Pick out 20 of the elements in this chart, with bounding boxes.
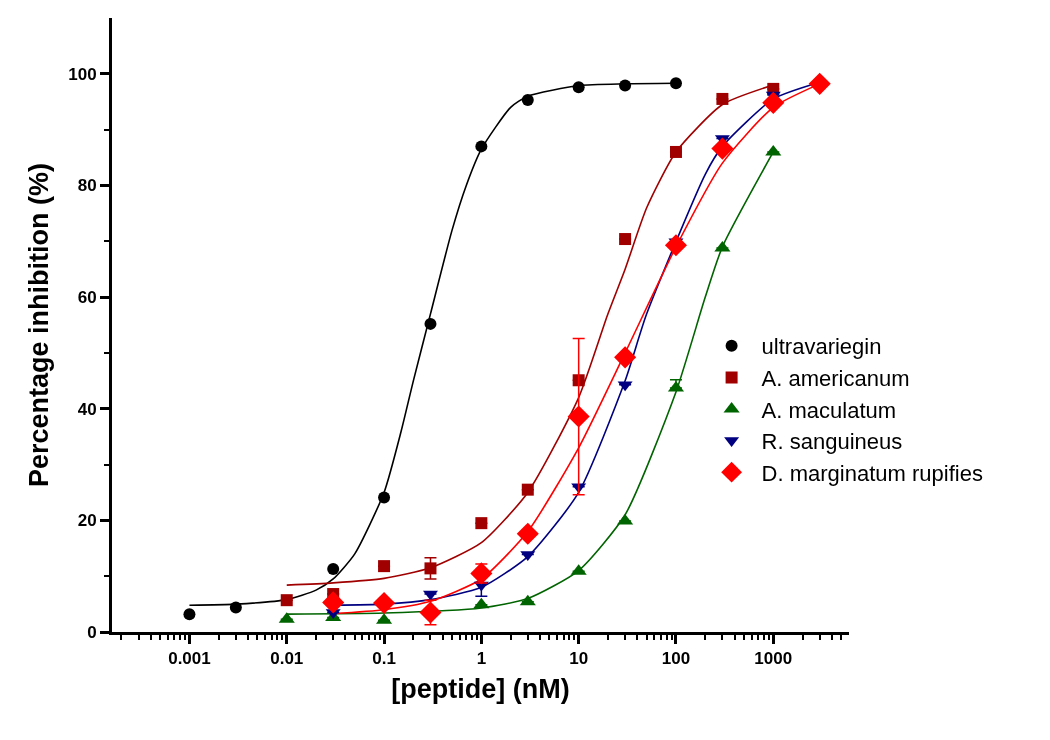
y-tick-label: 100	[68, 64, 97, 84]
legend-label: A. maculatum	[761, 397, 897, 423]
y-tick-label: 0	[87, 622, 97, 642]
y-tick-label: 20	[77, 511, 97, 531]
x-tick-label: 0.01	[270, 649, 304, 669]
x-tick-label: 1000	[754, 649, 793, 669]
y-tick-label: 60	[77, 288, 97, 308]
legend-label: A. americanum	[761, 365, 910, 391]
y-tick-label: 80	[77, 176, 97, 196]
x-tick-label: 0.1	[372, 649, 396, 669]
x-axis-title: [peptide] (nM)	[391, 673, 570, 704]
legend-label: R. sanguineus	[761, 429, 903, 455]
x-tick-label: 100	[661, 649, 691, 669]
legend-label: D. marginatum rupifies	[761, 460, 983, 486]
legend-label: ultravariegin	[761, 334, 882, 360]
x-tick-label: 10	[569, 649, 589, 669]
x-tick-label: 0.001	[168, 649, 211, 669]
y-tick-label: 40	[77, 399, 97, 419]
y-axis-title: Percentage inhibition (%)	[24, 162, 55, 488]
x-tick-label: 1	[476, 649, 487, 669]
